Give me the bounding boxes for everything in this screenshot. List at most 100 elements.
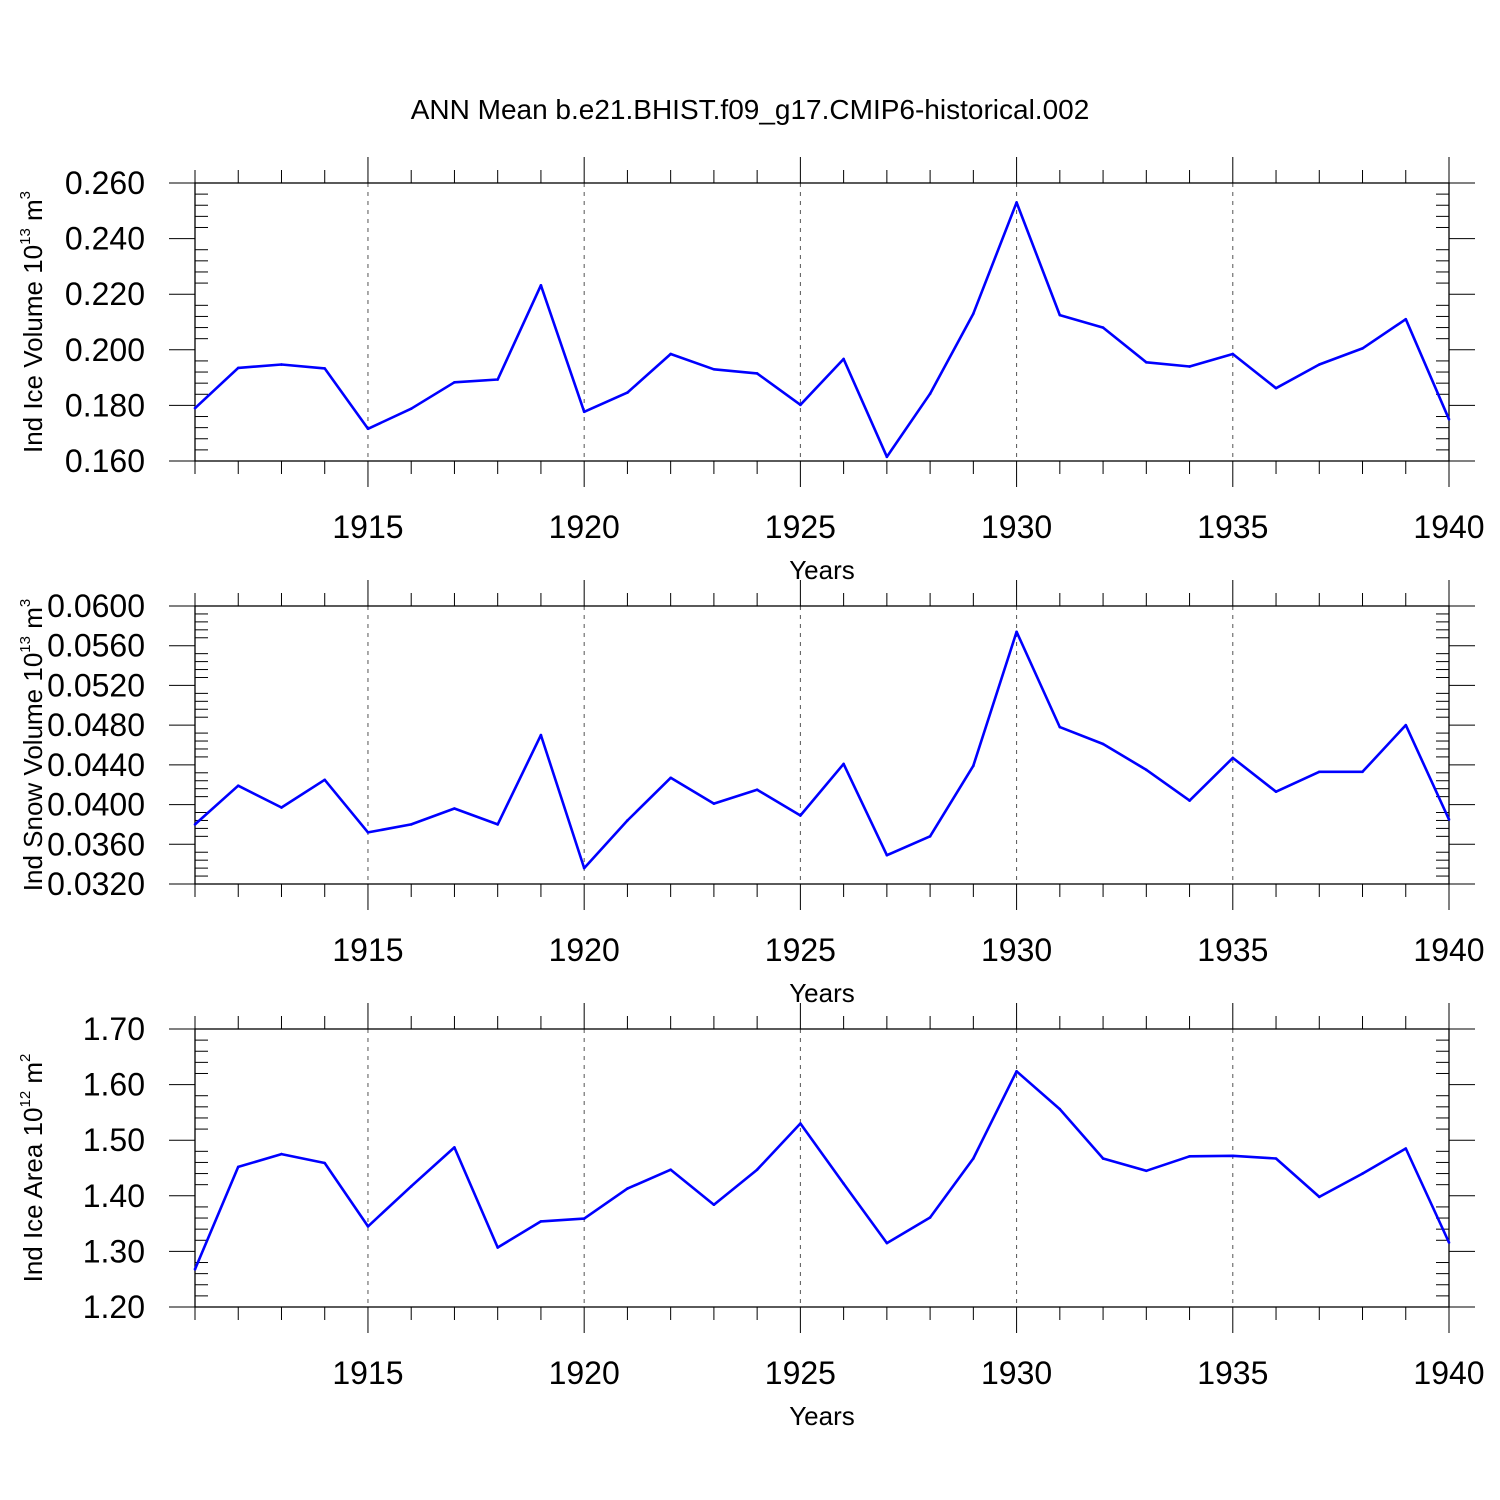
x-tick-label: 1935: [1197, 932, 1268, 968]
data-point: [669, 776, 672, 780]
x-axis-title: Years: [789, 555, 855, 585]
data-point: [885, 1241, 889, 1245]
data-point: [193, 1267, 197, 1271]
data-point: [928, 392, 932, 396]
data-point: [1317, 363, 1321, 366]
data-point: [626, 391, 629, 394]
x-tick-label: 1925: [765, 509, 836, 545]
y-axis-title: Ind Ice Area 1012 m2: [17, 1054, 48, 1283]
data-point: [755, 1168, 759, 1171]
data-point: [1231, 756, 1235, 760]
data-point: [626, 819, 629, 822]
data-point: [1404, 1147, 1408, 1150]
data-point: [1274, 386, 1278, 390]
y-axis-title-exponent: 12: [17, 1091, 34, 1108]
data-point: [539, 284, 543, 287]
data-point: [799, 1122, 802, 1125]
data-point: [1447, 1241, 1451, 1244]
data-point: [496, 823, 499, 826]
y-axis-title-main: Ind Ice Volume 10: [18, 245, 48, 453]
data-point: [409, 823, 413, 826]
data-point: [1015, 1069, 1018, 1073]
data-point: [972, 312, 975, 315]
data-point: [842, 1182, 845, 1185]
data-point: [1447, 418, 1451, 421]
data-point: [323, 367, 327, 370]
x-tick-label: 1920: [549, 1355, 620, 1391]
y-tick-label: 0.0520: [47, 667, 145, 703]
data-point: [539, 1220, 543, 1223]
chart-panel-ice-volume: 0.160 0.180 0.200 0.220 0.240 0.260 1915 1920 19…: [17, 157, 1485, 585]
plot-frame: [194, 1028, 1450, 1308]
data-point: [1015, 630, 1018, 634]
data-point: [1447, 818, 1451, 821]
data-point: [1145, 361, 1148, 364]
x-axis-title: Years: [789, 978, 855, 1008]
data-point: [280, 363, 283, 366]
x-axis-title: Years: [789, 1401, 855, 1431]
data-point: [928, 835, 932, 838]
data-point: [236, 1165, 240, 1169]
data-point: [1101, 1157, 1105, 1160]
data-point: [972, 1157, 975, 1160]
y-tick-label: 0.0600: [47, 588, 145, 624]
data-point: [669, 1168, 672, 1171]
y-axis-title-exponent: 13: [17, 228, 34, 245]
data-point: [1101, 742, 1105, 746]
data-point: [582, 410, 586, 414]
x-tick-label: 1915: [332, 932, 403, 968]
data-point: [1404, 317, 1408, 321]
y-axis-title-unit-exponent: 3: [17, 599, 34, 607]
data-point: [496, 1246, 499, 1249]
data-point: [972, 764, 975, 768]
y-tick-label: 0.0560: [47, 628, 145, 664]
y-tick-label: 0.0400: [47, 787, 145, 823]
data-point: [366, 831, 370, 834]
data-point: [1188, 1155, 1191, 1158]
y-tick-label: 1.20: [83, 1289, 145, 1325]
data-point: [1058, 725, 1062, 729]
data-point: [582, 866, 586, 870]
x-tick-label: 1925: [765, 1355, 836, 1391]
y-tick-label: 1.50: [83, 1122, 145, 1158]
data-point: [453, 381, 456, 384]
data-point: [712, 367, 716, 371]
data-point: [1058, 1107, 1062, 1111]
x-tick-label: 1940: [1413, 1355, 1484, 1391]
data-point: [1188, 365, 1191, 368]
data-point: [842, 762, 845, 766]
data-point: [1145, 768, 1148, 772]
data-point: [409, 407, 413, 411]
data-point: [1101, 326, 1105, 329]
data-point: [1317, 1195, 1321, 1199]
series-line-snow-volume: [194, 630, 1451, 870]
x-tick-label: 1915: [332, 509, 403, 545]
data-point: [885, 853, 889, 857]
y-tick-label: 0.180: [65, 387, 145, 423]
data-point: [1058, 313, 1062, 317]
data-point: [1361, 347, 1364, 350]
data-point: [1145, 1169, 1148, 1173]
y-tick-label: 0.240: [65, 221, 145, 257]
data-point: [193, 823, 197, 826]
data-point: [582, 1217, 586, 1220]
y-tick-label: 1.70: [83, 1011, 145, 1047]
x-tick-label: 1940: [1413, 932, 1484, 968]
y-tick-label: 0.0440: [47, 747, 145, 783]
y-tick-label: 1.30: [83, 1233, 145, 1269]
data-point: [366, 1225, 370, 1228]
x-tick-label: 1930: [981, 932, 1052, 968]
chart-panel-ice-area: 1.20 1.30 1.40 1.50 1.60 1.70 1915 1920 1925 1930…: [17, 1003, 1485, 1431]
y-axis-title-unit: m: [18, 607, 48, 636]
data-point: [236, 784, 240, 788]
data-point: [409, 1185, 413, 1188]
x-tick-label: 1935: [1197, 1355, 1268, 1391]
x-tick-label: 1915: [332, 1355, 403, 1391]
data-point: [193, 406, 197, 410]
data-point: [755, 788, 759, 791]
y-tick-label: 0.0360: [47, 826, 145, 862]
y-axis-title-unit-exponent: 2: [17, 1054, 34, 1062]
data-point: [626, 1187, 629, 1190]
